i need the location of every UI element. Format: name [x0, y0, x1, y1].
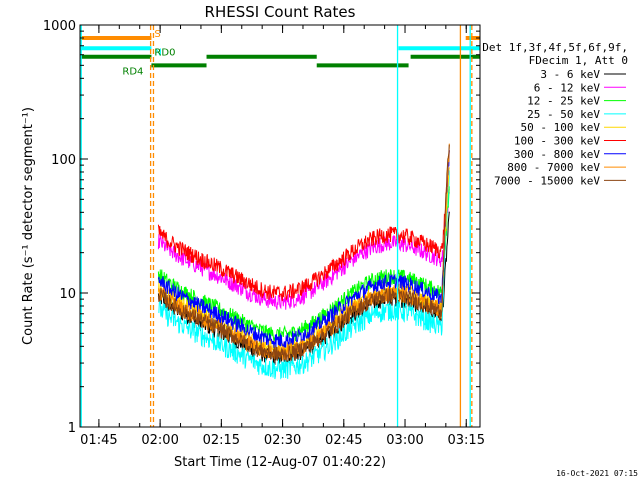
x-tick-label: 02:45: [325, 433, 362, 448]
series-line-5: [157, 150, 450, 302]
x-tick-label: 03:00: [386, 433, 423, 448]
legend-header-line-2: FDecim 1, Att 0: [529, 54, 628, 67]
x-tick-label: 03:15: [448, 433, 485, 448]
x-tick-label: 01:45: [80, 433, 117, 448]
series-curves: [157, 143, 450, 380]
flag-label-n: N: [154, 47, 161, 58]
vertical-marker-lines: [80, 25, 473, 427]
legend-label-1: 6 - 12 keV: [534, 81, 601, 94]
x-tick-label: 02:15: [203, 433, 240, 448]
plot-frame: [79, 24, 481, 428]
legend-label-4: 50 - 100 keV: [521, 121, 601, 134]
legend-label-8: 7000 - 15000 keV: [494, 174, 600, 187]
legend-header-line-1: Det 1f,3f,4f,5f,6f,9f,: [482, 41, 628, 54]
x-axis: 01:45 02:00 02:15 02:30 02:45 03:00 03:15: [80, 25, 485, 448]
flag-label-s: S: [154, 29, 160, 40]
y-tick-label: 1: [68, 421, 76, 436]
legend-label-6: 300 - 800 keV: [514, 148, 600, 161]
legend-label-7: 800 - 7000 keV: [507, 161, 600, 174]
y-tick-label: 10: [59, 287, 76, 302]
legend: Det 1f,3f,4f,5f,6f,9f, FDecim 1, Att 0 3…: [482, 41, 628, 187]
flag-label-rd0: RD0: [154, 48, 175, 59]
series-line-3: [158, 170, 450, 380]
x-axis-label: Start Time (12-Aug-07 01:40:22): [174, 455, 386, 470]
timestamp: 16-Oct-2021 07:15: [556, 469, 638, 478]
legend-label-5: 100 - 300 keV: [514, 135, 600, 148]
x-tick-label: 02:00: [141, 433, 178, 448]
chart-title: RHESSI Count Rates: [205, 3, 356, 21]
legend-label-2: 12 - 25 keV: [527, 95, 600, 108]
series-line-1: [157, 190, 450, 310]
legend-label-0: 3 - 6 keV: [540, 68, 600, 81]
y-axis-label: Count Rate (s⁻¹ detector segment⁻¹): [21, 107, 36, 345]
y-tick-label: 100: [51, 153, 76, 168]
y-tick-label: 1000: [43, 19, 76, 34]
x-tick-label: 02:30: [264, 433, 301, 448]
y-axis: 1 10 100 1000: [43, 19, 480, 436]
series-line-8: [157, 144, 450, 362]
series-line-7: [157, 143, 450, 361]
legend-label-3: 25 - 50 keV: [527, 108, 600, 121]
series-line-6: [157, 149, 450, 349]
flag-label-rd4: RD4: [122, 66, 143, 77]
